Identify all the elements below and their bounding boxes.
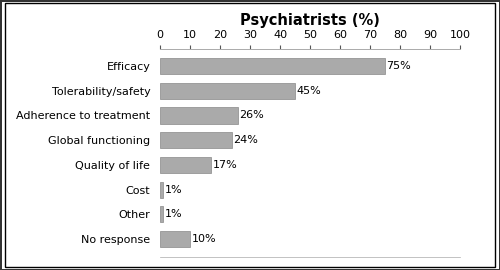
Bar: [160, 132, 232, 148]
Bar: [160, 107, 238, 123]
Text: 17%: 17%: [212, 160, 238, 170]
X-axis label: Psychiatrists (%): Psychiatrists (%): [240, 14, 380, 28]
Bar: [160, 157, 211, 173]
Text: 75%: 75%: [386, 61, 411, 71]
Text: 1%: 1%: [164, 185, 182, 195]
Bar: [160, 58, 385, 74]
Text: 26%: 26%: [240, 110, 264, 120]
Bar: [160, 182, 163, 198]
Text: 45%: 45%: [296, 86, 321, 96]
Bar: [160, 83, 295, 99]
Bar: [160, 206, 163, 222]
Text: 10%: 10%: [192, 234, 216, 244]
Text: 1%: 1%: [164, 209, 182, 219]
Text: 24%: 24%: [234, 135, 258, 145]
Bar: [160, 231, 190, 247]
